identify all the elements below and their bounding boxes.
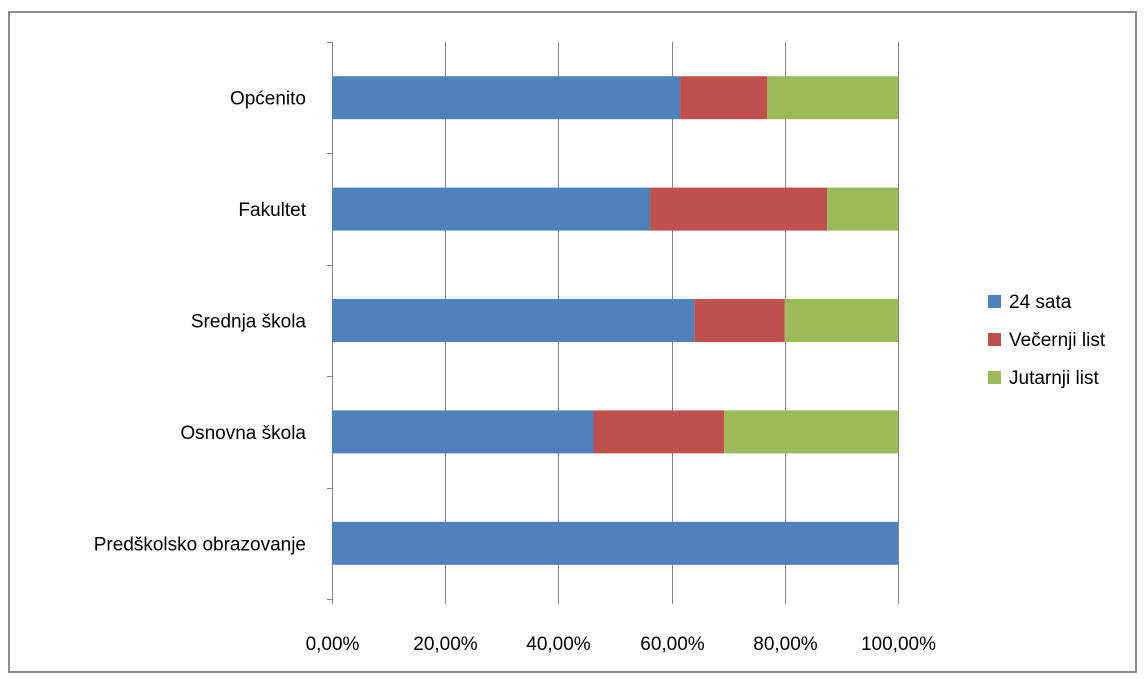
legend-swatch: [988, 333, 1001, 346]
legend: 24 sata Večernji list Jutarnji list: [988, 292, 1106, 389]
category-label: Predškolsko obrazovanje: [94, 534, 306, 555]
y-axis: [327, 42, 333, 600]
category-label: Osnovna škola: [180, 423, 306, 444]
category-label: Srednja škola: [191, 312, 307, 333]
legend-label: Jutarnji list: [1009, 368, 1099, 389]
bar-segment: [694, 299, 785, 342]
bar-segment: [593, 410, 725, 454]
legend-label: Večernji list: [1009, 330, 1106, 351]
legend-label: 24 sata: [1009, 292, 1072, 313]
bar-segment: [680, 76, 768, 120]
bar-segment: [332, 410, 594, 454]
bar-segment: [332, 187, 651, 231]
legend-swatch: [988, 371, 1001, 384]
bar-segment: [332, 521, 898, 565]
x-tick-label: 40,00%: [526, 634, 591, 655]
axis-labels: 0,00% 20,00% 40,00% 60,00% 80,00% 100,00% Pred…: [94, 89, 936, 655]
category-label: Općenito: [230, 89, 306, 110]
x-tick-label: 100,00%: [861, 634, 936, 655]
bars: [332, 76, 898, 565]
category-label: Fakultet: [238, 200, 306, 221]
bar-segment: [767, 76, 898, 120]
bar-segment: [332, 299, 695, 342]
x-tick-label: 60,00%: [640, 634, 705, 655]
bar-segment: [724, 410, 898, 454]
bar-segment: [827, 187, 898, 231]
legend-swatch: [988, 295, 1001, 308]
x-tick-label: 0,00%: [306, 634, 360, 655]
x-tick-label: 20,00%: [413, 634, 478, 655]
bar-segment: [784, 299, 898, 342]
bar-segment: [650, 187, 828, 231]
x-tick-label: 80,00%: [753, 634, 818, 655]
bar-segment: [332, 76, 681, 120]
